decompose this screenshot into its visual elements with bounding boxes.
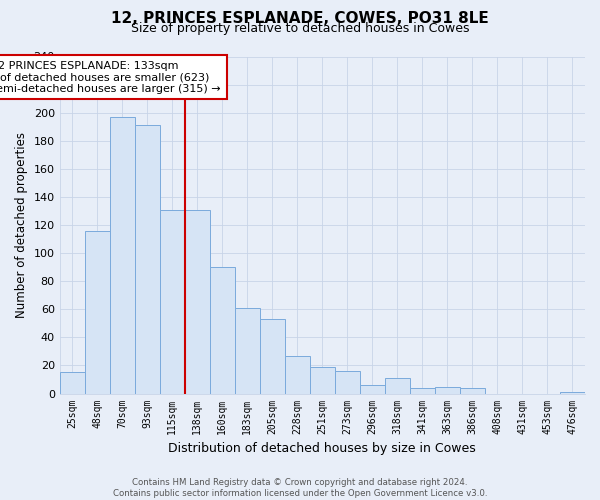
Bar (135, 126, 160, 394)
Bar (460, 388, 485, 394)
Bar (435, 386, 460, 394)
Y-axis label: Number of detached properties: Number of detached properties (15, 132, 28, 318)
Bar (59, 372, 85, 394)
Bar (185, 210, 210, 394)
Text: Size of property relative to detached houses in Cowes: Size of property relative to detached ho… (131, 22, 469, 35)
Text: 12 PRINCES ESPLANADE: 133sqm
← 66% of detached houses are smaller (623)
33% of s: 12 PRINCES ESPLANADE: 133sqm ← 66% of de… (0, 60, 221, 94)
Bar (360, 385, 385, 394)
Bar (560, 392, 585, 394)
Bar (210, 267, 235, 394)
Bar (260, 319, 285, 394)
Bar (410, 388, 435, 394)
Bar (235, 308, 260, 394)
Bar (335, 371, 360, 394)
Text: 12, PRINCES ESPLANADE, COWES, PO31 8LE: 12, PRINCES ESPLANADE, COWES, PO31 8LE (111, 11, 489, 26)
Bar (385, 378, 410, 394)
Bar (285, 356, 310, 394)
Text: Contains HM Land Registry data © Crown copyright and database right 2024.
Contai: Contains HM Land Registry data © Crown c… (113, 478, 487, 498)
Bar (85, 230, 110, 394)
X-axis label: Distribution of detached houses by size in Cowes: Distribution of detached houses by size … (169, 442, 476, 455)
Bar (110, 117, 135, 394)
Bar (310, 367, 335, 394)
Bar (160, 210, 185, 394)
